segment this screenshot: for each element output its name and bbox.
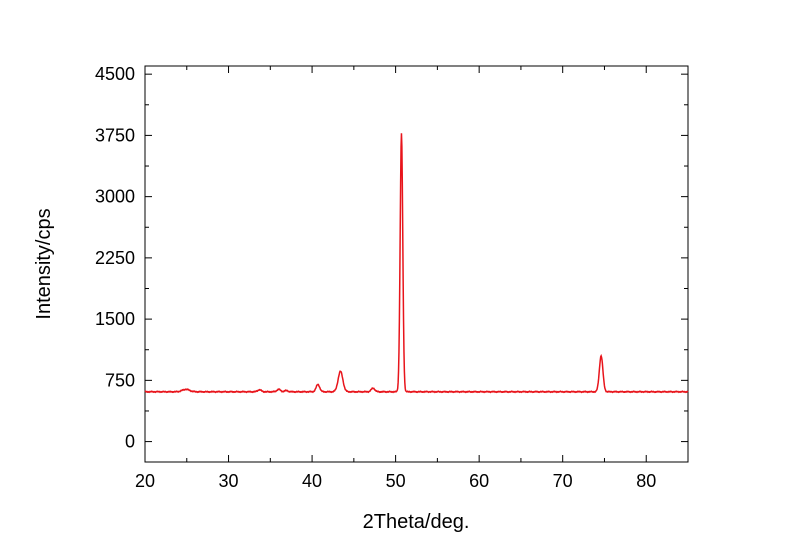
y-tick-label: 750: [105, 370, 135, 390]
x-tick-label: 80: [636, 471, 656, 491]
x-axis-ticks: 20 30 40 50 60 70 80: [135, 66, 689, 491]
plot-area: [144, 65, 689, 463]
x-tick-label: 40: [302, 471, 322, 491]
x-tick-label: 30: [219, 471, 239, 491]
x-axis-title: 2Theta/deg.: [363, 511, 470, 533]
y-axis-title: Intensity/cps: [33, 208, 55, 319]
x-tick-label: 60: [469, 471, 489, 491]
y-tick-label: 3000: [95, 187, 135, 207]
y-tick-label: 1500: [95, 309, 135, 329]
y-tick-label: 2250: [95, 248, 135, 268]
y-tick-label: 0: [125, 432, 135, 452]
x-tick-label: 20: [135, 471, 155, 491]
x-tick-label: 70: [553, 471, 573, 491]
y-axis-ticks: 0 750 1500 2250 3000 3750 4500: [95, 64, 688, 452]
y-tick-label: 4500: [95, 64, 135, 84]
x-tick-label: 50: [386, 471, 406, 491]
series-line: [144, 133, 689, 394]
y-tick-label: 3750: [95, 125, 135, 145]
